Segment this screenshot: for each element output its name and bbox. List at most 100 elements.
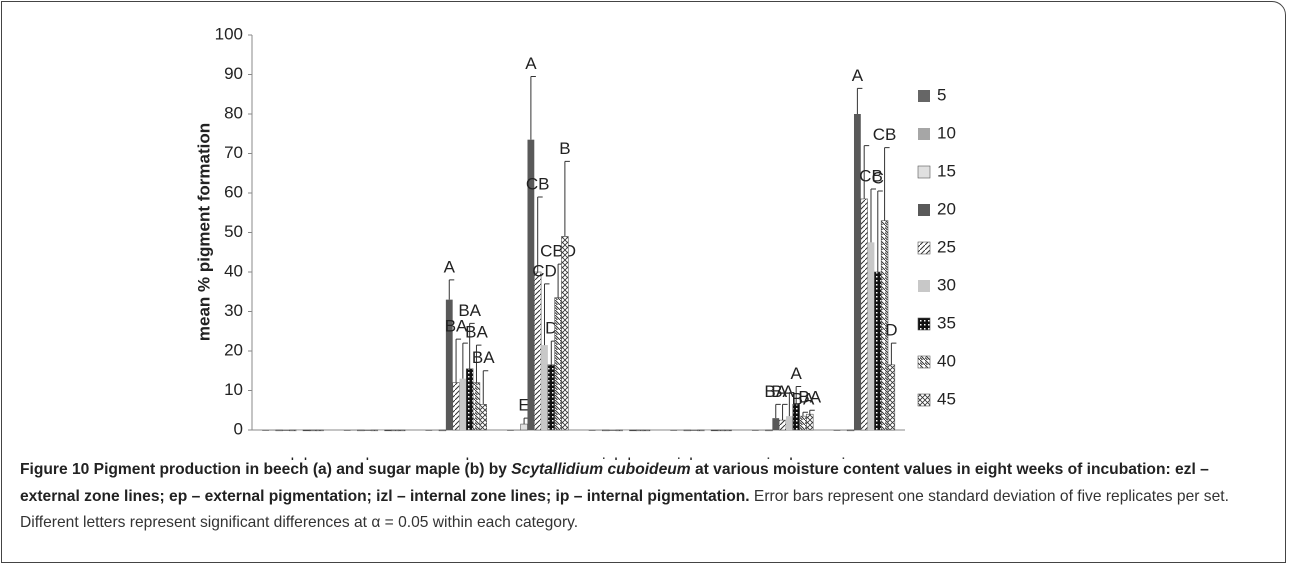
error-bar — [564, 160, 570, 237]
bar — [785, 416, 793, 430]
legend-label: 30 — [937, 275, 956, 294]
error-bar — [856, 87, 863, 114]
y-tick-label: 40 — [224, 261, 243, 280]
significance-letter: D — [885, 321, 897, 340]
significance-letter: B — [559, 139, 570, 158]
error-bar — [530, 75, 536, 140]
bar — [357, 429, 365, 432]
significance-letter: C — [872, 169, 884, 188]
error-bar — [863, 145, 870, 199]
y-tick-label: 60 — [224, 182, 243, 201]
bar — [642, 429, 651, 432]
legend-swatch — [917, 241, 931, 255]
species: Scytallidium cuboideum — [511, 461, 691, 478]
significance-letter: BA — [445, 317, 468, 336]
error-bar — [884, 147, 890, 221]
error-bar — [462, 342, 468, 379]
caption-label: Figure 10 — [20, 461, 90, 478]
chart: mean % pigment formation 0 10 20 30 40 50 60 70… — [194, 24, 956, 460]
bar — [289, 429, 297, 432]
bar — [262, 430, 270, 431]
error-bar — [775, 403, 781, 419]
bar — [296, 430, 304, 431]
error-bar — [877, 190, 883, 272]
bar — [677, 430, 684, 431]
bar — [806, 413, 814, 431]
bar — [683, 429, 692, 432]
bar — [860, 198, 868, 431]
significance-letter: A — [444, 257, 456, 276]
legend-label: 5 — [937, 85, 946, 104]
x-tick-label: ep_b — [437, 454, 475, 460]
legend-swatch — [917, 393, 931, 407]
bar — [459, 378, 467, 430]
bar — [588, 430, 596, 431]
bar — [710, 429, 719, 432]
bar — [853, 114, 861, 430]
bar — [547, 364, 555, 431]
legend-swatch — [917, 317, 931, 331]
caption: Figure 10 Pigment production in beech (a… — [20, 457, 1272, 537]
bar — [302, 429, 311, 432]
bar — [751, 430, 759, 431]
bar — [282, 430, 290, 431]
bar — [309, 429, 317, 432]
bar — [697, 429, 705, 432]
bar — [609, 430, 616, 431]
bar — [507, 430, 514, 431]
bar — [636, 429, 644, 432]
bar — [533, 271, 542, 431]
y-tick-label: 10 — [224, 380, 243, 399]
bar — [670, 430, 678, 431]
error-bar — [543, 283, 550, 346]
bar — [479, 404, 487, 431]
legend-label: 40 — [937, 351, 956, 370]
bar — [425, 430, 433, 431]
error-bar — [870, 188, 876, 243]
error-bar — [482, 370, 489, 405]
y-tick-label: 70 — [224, 143, 243, 162]
bar — [561, 236, 569, 431]
bar — [275, 429, 283, 432]
significance-letter: D — [545, 319, 557, 338]
x-tick-label: ezl_b — [272, 454, 313, 460]
bar — [472, 382, 481, 431]
caption-title-part: at various moisture content values in ei… — [20, 461, 1209, 505]
y-tick-label: 80 — [224, 103, 243, 122]
error-bar — [795, 386, 802, 405]
significance-letter: A — [525, 54, 537, 73]
y-tick-label: 20 — [224, 340, 243, 359]
caption-title: Pigment production in beech (a) and suga… — [20, 461, 1209, 505]
legend-swatch — [918, 128, 930, 140]
legend-swatch — [917, 165, 931, 179]
bar — [438, 429, 447, 432]
bar — [432, 430, 440, 431]
bar — [465, 368, 474, 431]
significance-letter: CBD — [540, 242, 576, 261]
bar — [445, 299, 453, 430]
bar — [799, 415, 807, 431]
significance-letter: E — [518, 396, 529, 415]
bar — [370, 429, 379, 432]
bar — [520, 423, 528, 431]
significance-letter: CB — [859, 167, 883, 186]
legend-label: 45 — [937, 389, 956, 408]
bar — [724, 429, 732, 432]
error-bar — [537, 196, 543, 272]
x-tick-label: ezl_sm — [348, 454, 402, 460]
bar — [384, 429, 392, 432]
error-bar — [475, 344, 482, 383]
x-tick-label: izl_sm — [677, 454, 725, 460]
y-tick-label: 30 — [224, 301, 243, 320]
error-bar — [469, 322, 475, 369]
significance-letter: A — [852, 66, 864, 85]
x-tick-label: izl_b — [602, 454, 637, 460]
error-bar — [782, 403, 788, 421]
error-bar — [455, 338, 462, 383]
significance-letter: BA — [764, 382, 787, 401]
bar — [602, 429, 610, 432]
bar — [350, 430, 358, 431]
significance-letter: BA — [458, 301, 481, 320]
legend-swatch — [917, 355, 931, 369]
legend-swatch — [918, 204, 930, 216]
